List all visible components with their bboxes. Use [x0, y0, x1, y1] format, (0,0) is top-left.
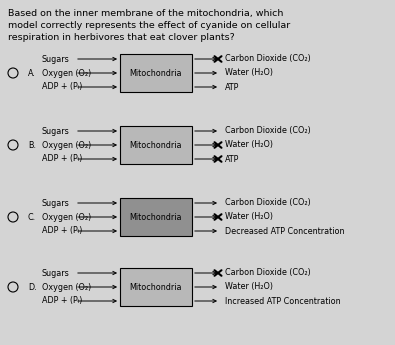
- Text: C.: C.: [28, 213, 36, 221]
- Text: ADP + (Pᵢ): ADP + (Pᵢ): [42, 82, 83, 91]
- Text: D.: D.: [28, 283, 37, 292]
- Text: ADP + (Pᵢ): ADP + (Pᵢ): [42, 155, 83, 164]
- Text: Water (H₂O): Water (H₂O): [225, 283, 273, 292]
- Text: Sugars: Sugars: [42, 198, 70, 207]
- Text: B.: B.: [28, 140, 36, 149]
- Text: Water (H₂O): Water (H₂O): [225, 213, 273, 221]
- Bar: [120, 268, 192, 306]
- Text: Sugars: Sugars: [42, 127, 70, 136]
- Text: Sugars: Sugars: [42, 268, 70, 277]
- Text: Mitochondria: Mitochondria: [130, 140, 182, 149]
- Text: Oxygen (O₂): Oxygen (O₂): [42, 283, 91, 292]
- Text: Based on the inner membrane of the mitochondria, which
model correctly represent: Based on the inner membrane of the mitoc…: [8, 9, 290, 42]
- Text: Sugars: Sugars: [42, 55, 70, 63]
- Text: Carbon Dioxide (CO₂): Carbon Dioxide (CO₂): [225, 127, 311, 136]
- Text: Carbon Dioxide (CO₂): Carbon Dioxide (CO₂): [225, 55, 311, 63]
- Text: Oxygen (O₂): Oxygen (O₂): [42, 69, 91, 78]
- Text: Mitochondria: Mitochondria: [130, 283, 182, 292]
- Text: Water (H₂O): Water (H₂O): [225, 69, 273, 78]
- Text: Mitochondria: Mitochondria: [130, 213, 182, 221]
- Text: Increased ATP Concentration: Increased ATP Concentration: [225, 296, 340, 306]
- Bar: [120, 54, 192, 92]
- Bar: [120, 126, 192, 164]
- Text: Water (H₂O): Water (H₂O): [225, 140, 273, 149]
- Text: Oxygen (O₂): Oxygen (O₂): [42, 140, 91, 149]
- Text: ATP: ATP: [225, 82, 239, 91]
- Text: ADP + (Pᵢ): ADP + (Pᵢ): [42, 227, 83, 236]
- Bar: [120, 198, 192, 236]
- Text: Carbon Dioxide (CO₂): Carbon Dioxide (CO₂): [225, 198, 311, 207]
- Text: Decreased ATP Concentration: Decreased ATP Concentration: [225, 227, 344, 236]
- Text: Mitochondria: Mitochondria: [130, 69, 182, 78]
- Text: ADP + (Pᵢ): ADP + (Pᵢ): [42, 296, 83, 306]
- Text: A.: A.: [28, 69, 36, 78]
- Text: Carbon Dioxide (CO₂): Carbon Dioxide (CO₂): [225, 268, 311, 277]
- Text: Oxygen (O₂): Oxygen (O₂): [42, 213, 91, 221]
- Text: ATP: ATP: [225, 155, 239, 164]
